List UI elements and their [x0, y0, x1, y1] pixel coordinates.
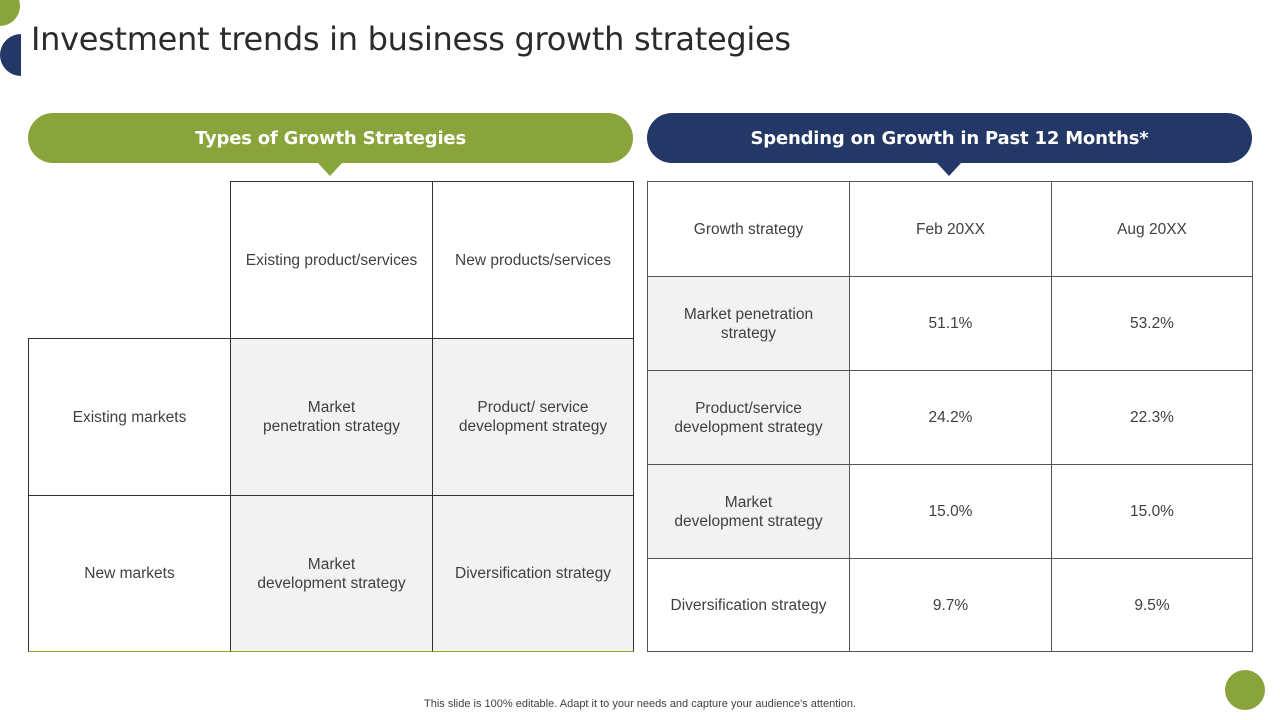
decorative-circle-green-bottom: [1225, 670, 1265, 710]
table-cell: 15.0%: [1051, 464, 1253, 558]
spending-on-growth-header: Spending on Growth in Past 12 Months*: [647, 113, 1252, 163]
table-header-cell: Aug 20XX: [1051, 181, 1253, 276]
table-row-label: Market development strategy: [647, 464, 849, 558]
table-header-cell: Feb 20XX: [849, 181, 1051, 276]
decorative-circle-green: [0, 0, 20, 26]
table-header-cell: Growth strategy: [647, 181, 849, 276]
table-cell: 9.5%: [1051, 558, 1253, 652]
table-cell: 24.2%: [849, 370, 1051, 464]
matrix-cell: Market penetration strategy: [230, 338, 432, 495]
table-cell: 53.2%: [1051, 276, 1253, 370]
types-of-growth-strategies-header: Types of Growth Strategies: [28, 113, 633, 163]
decorative-circle-navy: [0, 34, 21, 76]
matrix-row-label: New markets: [28, 495, 230, 652]
matrix-row-label: Existing markets: [28, 338, 230, 495]
header-pointer-left: [318, 163, 342, 176]
matrix-column-header: Existing product/services: [230, 181, 432, 338]
table-cell: 9.7%: [849, 558, 1051, 652]
table-cell: 51.1%: [849, 276, 1051, 370]
matrix-cell: Market development strategy: [230, 495, 432, 652]
table-row-label: Market penetration strategy: [647, 276, 849, 370]
table-cell: 15.0%: [849, 464, 1051, 558]
table-row-label: Product/service development strategy: [647, 370, 849, 464]
page-title: Investment trends in business growth str…: [31, 20, 791, 58]
header-pointer-right: [937, 163, 961, 176]
footer-note: This slide is 100% editable. Adapt it to…: [424, 698, 856, 710]
table-row-label: Diversification strategy: [647, 558, 849, 652]
matrix-cell: Diversification strategy: [432, 495, 634, 652]
table-cell: 22.3%: [1051, 370, 1253, 464]
matrix-cell: Product/ service development strategy: [432, 338, 634, 495]
matrix-column-header: New products/services: [432, 181, 634, 338]
